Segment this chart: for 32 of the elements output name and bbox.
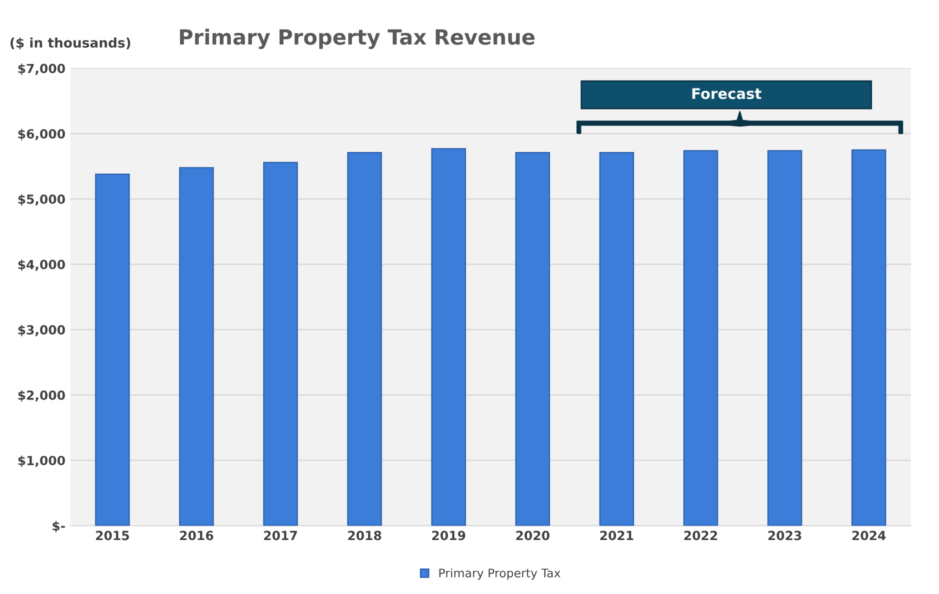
bar [851,149,886,526]
bar [431,148,466,526]
x-tick-label: 2023 [768,530,802,540]
x-tick-label: 2021 [600,530,634,540]
bar [347,152,382,526]
annotation: Forecast [692,88,762,100]
y-tick-label: $7,000 [18,64,65,75]
x-tick-label: 2024 [852,530,886,540]
bar [515,152,550,526]
bar [767,150,802,526]
x-tick-label: 2020 [516,530,550,540]
x-tick-label: 2019 [432,530,466,540]
x-tick-label: 2015 [96,530,129,540]
bar [95,174,130,526]
x-tick-label: 2017 [264,530,297,540]
x-tick-label: 2018 [348,530,382,540]
x-tick-label: 2022 [684,530,718,540]
legend-label: Primary Property Tax [439,568,560,580]
x-tick-label: 2016 [180,530,214,540]
y-tick-label: $4,000 [18,260,65,271]
y-tick-label: $- [52,520,65,532]
bar [683,150,718,526]
chart-title: Primary Property Tax Revenue [180,28,535,50]
bar [263,162,298,526]
bar [599,152,634,526]
y-tick-label: $2,000 [18,390,65,402]
y-tick-label: $6,000 [18,128,65,140]
bar [179,167,214,526]
y-tick-label: $1,000 [18,456,65,467]
y-tick-label: $5,000 [18,194,65,206]
y-axis-title: ($ in thousands) [10,37,130,50]
y-tick-label: $3,000 [18,324,65,336]
